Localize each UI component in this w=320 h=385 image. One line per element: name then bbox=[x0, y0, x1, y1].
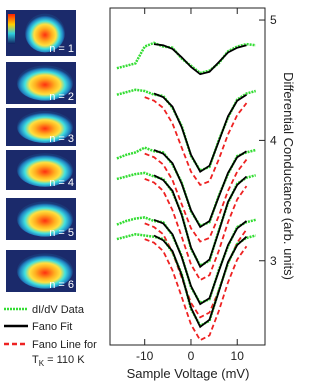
fit-line bbox=[153, 43, 247, 76]
fit-line bbox=[153, 92, 247, 173]
panel-label: n = 1 bbox=[49, 43, 74, 55]
fano-line bbox=[144, 238, 248, 342]
fit-line bbox=[153, 218, 248, 306]
fano-line bbox=[144, 96, 248, 186]
stm-blob bbox=[25, 13, 65, 53]
panel-label: n = 5 bbox=[49, 227, 74, 239]
stm-blob bbox=[17, 111, 73, 143]
y-tick-label: 5 bbox=[270, 13, 277, 27]
panel-label: n = 6 bbox=[49, 279, 74, 291]
y-tick-label: 3 bbox=[270, 254, 277, 268]
y-tick-label: 4 bbox=[270, 133, 277, 147]
y-axis-label: Differential Conductance (arb. units) bbox=[281, 72, 296, 280]
data-line bbox=[116, 41, 256, 75]
figure: Sample Voltage (mV) Differential Conduct… bbox=[4, 7, 296, 381]
x-tick-label: 0 bbox=[188, 349, 195, 363]
stm-blob bbox=[17, 201, 73, 237]
fano-line bbox=[144, 152, 248, 243]
plot-frame bbox=[109, 7, 266, 346]
legend-label: Fano Fit bbox=[32, 321, 72, 333]
legend-label-part: T bbox=[32, 354, 39, 366]
fit-line bbox=[153, 174, 248, 269]
legend-label-line2: TK = 110 K bbox=[32, 354, 85, 368]
panel-label: n = 4 bbox=[49, 177, 74, 189]
stm-blob bbox=[17, 65, 73, 101]
fit-line bbox=[153, 149, 247, 229]
x-axis-label: Sample Voltage (mV) bbox=[127, 366, 250, 381]
fit-line bbox=[153, 234, 248, 329]
legend-label: dI/dV Data bbox=[32, 304, 85, 316]
panel-label: n = 3 bbox=[49, 133, 74, 145]
color-bar bbox=[8, 14, 15, 44]
panel-label: n = 2 bbox=[49, 91, 74, 103]
legend-label-part: = 110 K bbox=[44, 354, 85, 366]
legend-label-sub: K bbox=[39, 359, 45, 368]
x-tick-label: -10 bbox=[136, 349, 154, 363]
x-tick-label: 10 bbox=[231, 349, 245, 363]
legend-label: Fano Line for bbox=[32, 339, 97, 351]
stm-blob bbox=[17, 153, 73, 187]
stm-blob bbox=[17, 253, 73, 289]
fano-line bbox=[144, 178, 248, 282]
